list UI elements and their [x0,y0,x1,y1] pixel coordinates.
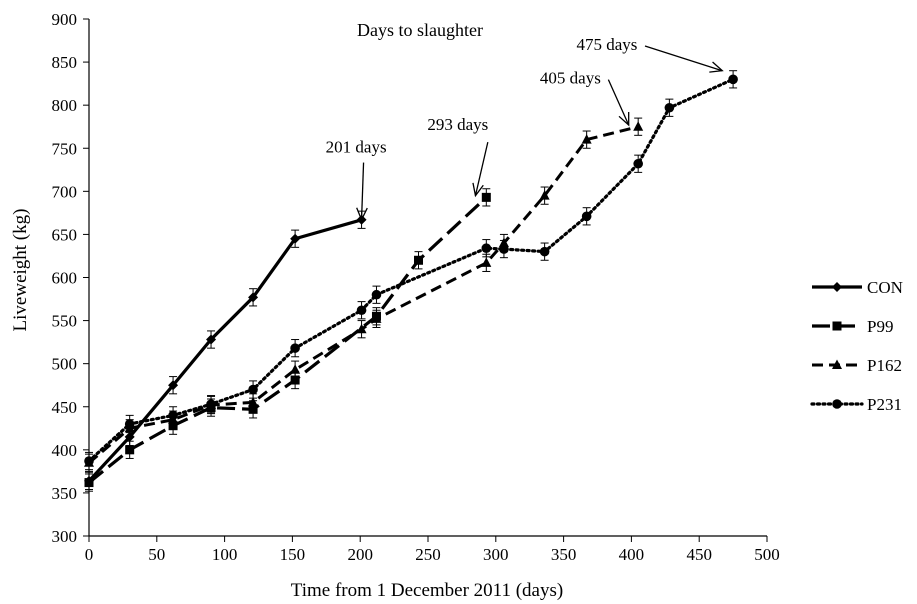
data-point-p231 [633,158,643,169]
legend-marker-con [832,282,842,292]
series-layer [84,70,738,492]
annotation-201-days: 201 days [326,138,387,222]
annotation-label: 201 days [326,138,387,157]
x-tick-label: 400 [619,545,645,564]
annotation-arrow-shaft [644,45,723,72]
data-point-con [290,233,301,244]
legend-label-p231: P231 [867,395,902,414]
data-point-p231 [290,343,300,353]
data-point-p231 [539,246,550,257]
data-point-con [206,334,217,345]
series-p99 [84,188,491,492]
x-tick-label: 150 [280,545,306,564]
x-tick-label: 100 [212,545,238,564]
y-tick-label: 650 [52,225,78,244]
annotation-label: 293 days [427,115,488,134]
data-point-p231 [206,399,216,409]
y-tick-label: 300 [52,527,78,546]
data-point-p162 [633,121,644,131]
legend-label-con: CON [867,278,903,297]
x-tick-label: 450 [686,545,712,564]
data-point-p99 [414,255,424,265]
data-point-p162 [481,257,492,267]
data-point-con [168,380,179,391]
y-tick-label: 600 [52,269,78,288]
y-tick-label: 350 [52,484,78,503]
data-point-p162 [581,134,592,144]
annotation-label: 405 days [540,69,601,88]
data-point-p231 [356,305,367,316]
series-p231 [84,70,738,471]
data-point-p231 [664,102,675,113]
annotation-arrow-head [709,61,724,73]
data-point-con [248,292,259,303]
data-point-p231 [581,211,592,222]
data-point-p162 [290,364,301,374]
y-tick-label: 750 [52,139,78,158]
data-point-p231 [371,289,382,300]
data-point-p99 [481,192,491,202]
data-point-p231 [728,74,738,85]
series-line-p231 [87,77,735,463]
data-point-p99 [290,375,300,385]
legend-marker-p162 [832,359,842,369]
data-point-p231 [499,244,509,254]
annotation-arrow-shaft [607,79,630,126]
y-axis-label: Liveweight (kg) [10,209,31,332]
x-tick-label: 500 [754,545,780,564]
x-axis-label: Time from 1 December 2011 (days) [291,580,563,601]
annotation-arrow-head [472,182,484,198]
data-point-p162 [248,396,259,407]
axes: 300 350 400 450 500 550 600 650 700 750 800 850 900 0… [52,10,780,564]
y-tick-label: 700 [52,182,78,201]
legend-label-p162: P162 [867,356,902,375]
y-tick-label: 550 [52,312,78,331]
x-tick-label: 300 [483,545,509,564]
chart-title: Days to slaughter [357,20,483,40]
annotation-layer: 201 days 293 days 405 days 475 days [326,35,724,222]
data-point-p162 [539,190,550,200]
annotation-293-days: 293 days [427,115,489,198]
legend-item-p231: P231 [810,395,902,414]
data-point-p231 [124,419,135,429]
annotation-arrow-head [356,207,368,222]
data-point-p99 [84,478,94,488]
data-point-p162 [371,313,382,323]
data-point-p231 [84,456,94,466]
legend-marker-p231 [832,399,842,409]
legend-marker-p99 [832,321,842,331]
y-tick-label: 900 [52,10,78,29]
annotation-arrow-shaft [360,162,365,220]
x-tick-label: 0 [85,545,94,564]
data-point-p99 [125,445,135,455]
legend: CON P99 P162 P231 [810,278,903,414]
y-tick-label: 500 [52,355,78,374]
legend-label-p99: P99 [867,317,893,336]
series-line-p99 [87,196,488,484]
data-point-p231 [168,410,178,421]
y-tick-label: 850 [52,53,78,72]
x-tick-label: 350 [551,545,577,564]
annotation-475-days: 475 days [577,35,724,73]
x-tick-label: 200 [347,545,373,564]
y-tick-label: 400 [52,441,78,460]
legend-item-p162: P162 [812,356,902,375]
x-tick-label: 250 [415,545,441,564]
data-point-p231 [481,243,492,254]
x-tick-label: 50 [148,545,165,564]
annotation-arrow-shaft [474,142,489,196]
y-tick-label: 450 [52,398,78,417]
y-tick-label: 800 [52,96,78,115]
data-point-p231 [248,384,258,395]
annotation-arrow-head [618,111,630,127]
legend-item-p99: P99 [812,317,893,336]
annotation-label: 475 days [577,35,638,54]
legend-item-con: CON [812,278,903,297]
annotation-405-days: 405 days [540,69,630,127]
data-point-p162 [356,323,367,334]
